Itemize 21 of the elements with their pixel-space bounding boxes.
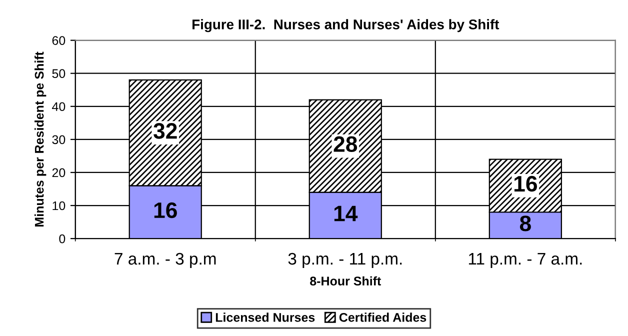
- data-label: 16: [154, 202, 177, 218]
- data-label: 8: [520, 216, 531, 232]
- x-tick-label: 7 a.m. - 3 p.m: [114, 252, 216, 268]
- data-label: 14: [334, 206, 358, 222]
- y-axis-title: Minutes per Resident pe Shift: [34, 52, 46, 226]
- x-tick-label: 11 p.m. - 7 a.m.: [468, 253, 582, 268]
- x-axis-title: 8-Hour Shift: [310, 276, 382, 286]
- data-label: 32: [154, 123, 177, 139]
- y-tick-label: 50: [52, 69, 66, 78]
- y-tick-label: 30: [52, 135, 66, 144]
- data-label: 28: [334, 136, 358, 152]
- data-label: 16: [514, 176, 537, 192]
- y-tick-label: 20: [52, 168, 66, 178]
- y-tick-label: 0: [59, 234, 66, 244]
- y-tick-label: 60: [52, 36, 66, 45]
- y-tick-label: 40: [52, 102, 66, 112]
- legend-label: Certified Aides: [339, 312, 426, 322]
- chart-title: Figure III-2. Nurses and Nurses' Aides by Shift: [192, 19, 500, 32]
- x-tick-label: 3 p.m. - 11 p.m.: [288, 252, 402, 268]
- legend-label: Licensed Nurses: [216, 312, 315, 322]
- y-tick-label: 10: [52, 201, 66, 210]
